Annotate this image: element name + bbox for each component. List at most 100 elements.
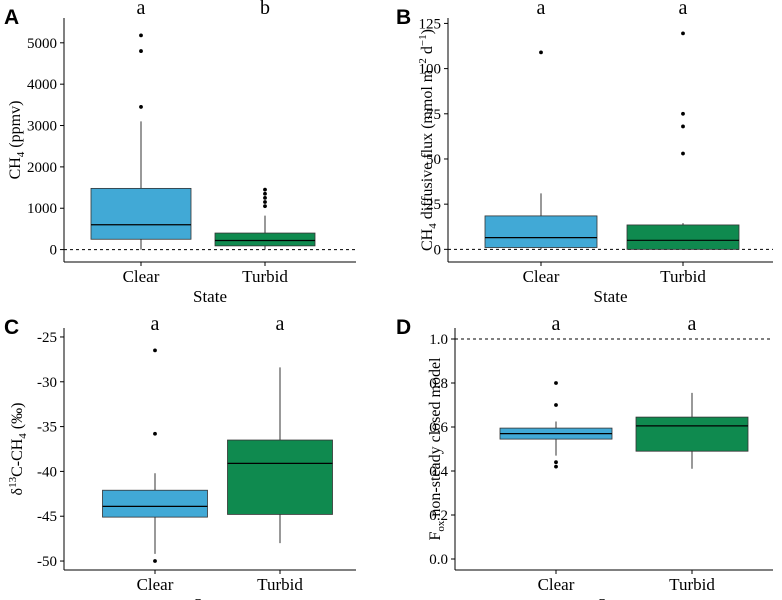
y-axis-title-part: (‰) [9, 403, 26, 434]
panel-b: 0 25 50 75 100 125 Clear a Turbid a State B CH4 diff… [396, 0, 773, 306]
y-axis-title: CH4 diffusive flux (mmol m−2 d−1) [417, 29, 439, 251]
x-tick-label-clear: Clear [538, 575, 575, 594]
iqr-box [635, 416, 749, 452]
y-tick-label: 50 [426, 152, 441, 168]
significance-letter: a [151, 313, 160, 335]
y-tick-label: 4000 [27, 77, 57, 93]
iqr-box [484, 215, 598, 248]
y-tick-label: 0.2 [429, 508, 448, 524]
y-tick-label: 2000 [27, 160, 57, 176]
y-axis-title-part: (ppmv) [7, 101, 24, 152]
y-tick-label: 3000 [27, 119, 57, 135]
y-tick-label: 0.0 [429, 552, 448, 568]
y-axis-title-part: C-CH [9, 438, 26, 477]
y-axis-title-part: 13 [7, 476, 19, 488]
y-axis-title-part: −1 [417, 34, 429, 46]
y-axis-title-part: −2 [417, 58, 429, 70]
y-tick-label: -30 [37, 375, 57, 391]
iqr-box [214, 232, 316, 247]
significance-letter: a [276, 313, 285, 335]
panel-d: 0.0 0.2 0.4 0.6 0.8 1.0 Clear a Turbid a State D Fox… [396, 313, 773, 600]
outlier-point [153, 431, 157, 436]
outlier-point [153, 348, 157, 353]
x-axis-title: State [597, 595, 631, 600]
panel-letter: C [4, 316, 19, 339]
y-axis-title-part: diffusive flux (mmol m [419, 69, 436, 223]
y-tick-label: -45 [37, 509, 57, 525]
y-tick-label: -35 [37, 420, 57, 436]
outlier-point [263, 195, 267, 200]
y-tick-label: -25 [37, 330, 57, 346]
y-tick-label: 0.6 [429, 420, 448, 436]
x-axis-title: State [594, 287, 628, 306]
y-tick-label: 5000 [27, 36, 57, 52]
outlier-point [139, 49, 143, 53]
outlier-point [681, 111, 685, 116]
y-tick-label: 125 [419, 16, 442, 32]
x-axis-title: State [193, 287, 227, 306]
box-clear [499, 381, 613, 469]
significance-letter: a [688, 313, 697, 335]
y-axis-title-part: ) [419, 29, 436, 34]
iqr-box [90, 187, 192, 240]
x-axis-title: State [193, 595, 227, 600]
box-turbid [227, 367, 333, 544]
x-tick-label-clear: Clear [137, 575, 174, 594]
y-axis-title-part: F [427, 531, 444, 540]
panel-c: -50 -45 -40 -35 -30 -25 Clear a Turbid a State Cδ13… [4, 313, 356, 600]
outlier-point [554, 381, 558, 385]
box-turbid [626, 31, 740, 250]
outlier-point [139, 105, 143, 109]
x-tick-label-turbid: Turbid [660, 267, 706, 286]
y-tick-label: -40 [37, 464, 57, 480]
y-axis-title-part: 4 [427, 223, 439, 229]
outlier-point [153, 559, 157, 563]
panel-a: 0 1000 2000 3000 4000 5000 Clear a Turbid b State A… [4, 0, 356, 306]
iqr-box [227, 439, 333, 515]
x-tick-label-turbid: Turbid [257, 575, 303, 594]
x-tick-label-turbid: Turbid [669, 575, 715, 594]
y-tick-label: 0.8 [429, 376, 448, 392]
significance-letter: b [260, 0, 270, 19]
y-tick-label: -50 [37, 554, 57, 570]
outlier-point [554, 403, 558, 407]
outlier-point [263, 187, 267, 192]
significance-letter: a [552, 313, 561, 335]
y-axis-title: CH4 (ppmv) [7, 101, 27, 180]
box-clear [102, 348, 208, 563]
y-tick-label: 1.0 [429, 332, 448, 348]
y-tick-label: 25 [426, 197, 441, 213]
outlier-point [263, 191, 267, 196]
panel-letter: D [396, 316, 411, 339]
outlier-point [263, 200, 267, 204]
y-axis-title: Fox non-steady closed model [427, 357, 447, 541]
y-axis-title-part: 4 [15, 151, 27, 157]
y-axis-title-part: CH [7, 157, 24, 180]
y-axis-title: δ13C-CH4 (‰) [7, 403, 29, 496]
box-turbid [635, 392, 749, 469]
y-tick-label: 100 [419, 62, 442, 78]
y-axis-title-part: 4 [17, 433, 29, 439]
y-axis-title-part: non-steady closed model [427, 357, 444, 521]
outlier-point [681, 151, 685, 156]
outlier-point [681, 31, 685, 36]
y-tick-label: 75 [426, 107, 441, 123]
significance-letter: a [537, 0, 546, 19]
significance-letter: a [679, 0, 688, 19]
box-turbid [214, 187, 316, 250]
outlier-point [554, 460, 558, 465]
x-tick-label-clear: Clear [523, 267, 560, 286]
outlier-point [554, 464, 558, 469]
y-tick-label: 0 [50, 243, 58, 259]
y-axis-title-part: d [419, 46, 436, 58]
y-axis-title-part: δ [9, 488, 26, 496]
significance-letter: a [137, 0, 146, 19]
panel-letter: B [396, 6, 411, 29]
x-tick-label-turbid: Turbid [242, 267, 288, 286]
x-tick-label-clear: Clear [123, 267, 160, 286]
box-clear [484, 50, 598, 250]
outlier-point [263, 204, 267, 209]
panel-letter: A [4, 6, 19, 29]
iqr-box [626, 224, 740, 250]
